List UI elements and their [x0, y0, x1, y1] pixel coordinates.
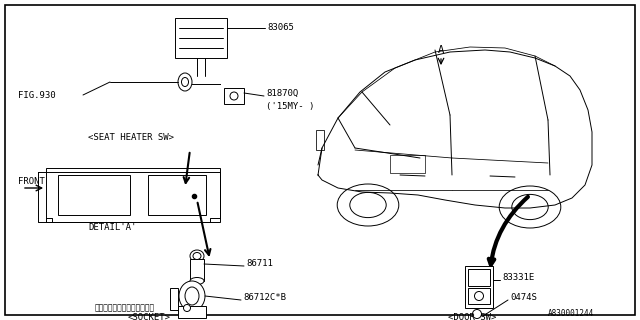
Text: <SOCKET>: <SOCKET> — [128, 314, 171, 320]
Text: 86711: 86711 — [246, 260, 273, 268]
Ellipse shape — [179, 281, 205, 311]
Ellipse shape — [474, 292, 483, 300]
Text: FIG.930: FIG.930 — [18, 91, 56, 100]
Ellipse shape — [178, 73, 192, 91]
Ellipse shape — [472, 309, 481, 318]
Text: DETAIL'A': DETAIL'A' — [88, 223, 136, 233]
Ellipse shape — [190, 250, 204, 262]
Bar — [58, 175, 130, 215]
Bar — [224, 88, 244, 104]
Text: コンソールアダプターコード: コンソールアダプターコード — [95, 303, 155, 313]
Text: <SEAT HEATER SW>: <SEAT HEATER SW> — [88, 133, 174, 142]
Text: ('15MY- ): ('15MY- ) — [266, 102, 314, 111]
Ellipse shape — [337, 184, 399, 226]
Ellipse shape — [184, 305, 191, 311]
Text: A830001244: A830001244 — [548, 308, 595, 317]
Ellipse shape — [512, 194, 548, 220]
Bar — [175, 18, 227, 58]
Text: 83331E: 83331E — [502, 274, 534, 283]
Text: 81870Q: 81870Q — [266, 89, 298, 98]
Ellipse shape — [193, 252, 201, 260]
Bar — [465, 266, 493, 308]
Text: 83065: 83065 — [267, 23, 294, 33]
Text: <DOOR SW>: <DOOR SW> — [448, 314, 497, 320]
Bar — [178, 306, 206, 318]
Bar — [170, 288, 178, 310]
Bar — [468, 269, 490, 286]
Bar — [468, 288, 490, 304]
Text: 0474S: 0474S — [510, 293, 537, 302]
Bar — [390, 155, 425, 173]
Ellipse shape — [185, 287, 199, 305]
Ellipse shape — [190, 277, 204, 284]
Bar — [46, 168, 220, 222]
Text: A: A — [438, 45, 444, 55]
Bar — [190, 259, 204, 281]
Ellipse shape — [182, 77, 189, 86]
Ellipse shape — [499, 186, 561, 228]
Bar — [148, 175, 206, 215]
Text: FRONT: FRONT — [18, 177, 45, 186]
Text: 86712C*B: 86712C*B — [243, 293, 286, 302]
Bar — [316, 130, 324, 150]
Ellipse shape — [230, 92, 238, 100]
Ellipse shape — [350, 192, 386, 218]
